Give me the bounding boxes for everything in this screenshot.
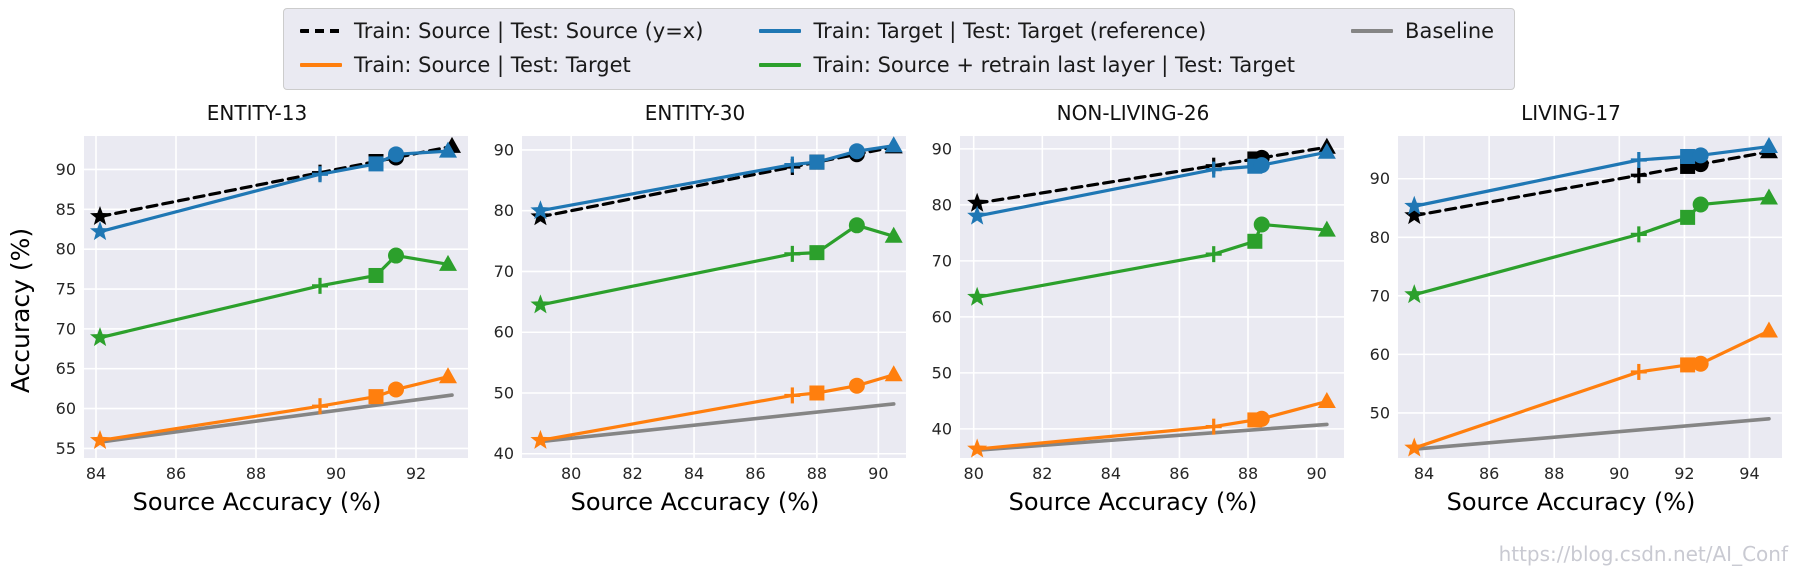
svg-text:80: 80 xyxy=(932,195,952,214)
x-axis-label: Source Accuracy (%) xyxy=(570,488,820,516)
svg-text:90: 90 xyxy=(1306,464,1326,483)
svg-text:40: 40 xyxy=(494,444,514,463)
legend-entry-target-target: Train: Target | Test: Target (reference) xyxy=(759,19,1295,43)
watermark: https://blog.csdn.net/AI_Conf xyxy=(1498,542,1788,566)
legend-label: Baseline xyxy=(1405,19,1495,43)
plot-area-living-17: 84 86 88 90 92 94 50 60 70 80 90 xyxy=(1352,128,1790,486)
svg-text:90: 90 xyxy=(932,139,952,158)
svg-text:86: 86 xyxy=(1479,464,1499,483)
x-axis-label: Source Accuracy (%) xyxy=(1446,488,1696,516)
charts-row: Accuracy (%) ENTITY-13 84 86 88 90 92 55 60 65 7… xyxy=(4,100,1790,520)
y-axis-label-column: Accuracy (%) xyxy=(4,100,38,520)
subplot-living-17: LIVING-17 84 86 88 90 92 94 50 60 70 80 90 Source … xyxy=(1352,100,1790,516)
subplot-title: ENTITY-13 xyxy=(206,101,308,125)
svg-text:92: 92 xyxy=(406,464,426,483)
svg-text:90: 90 xyxy=(1370,169,1390,188)
svg-text:70: 70 xyxy=(932,251,952,270)
legend-entry-source-source: Train: Source | Test: Source (y=x) xyxy=(300,19,703,43)
svg-text:80: 80 xyxy=(964,464,984,483)
svg-text:60: 60 xyxy=(1370,345,1390,364)
plot-area-entity-30: 80 82 84 86 88 90 40 50 60 70 80 90 xyxy=(476,128,914,486)
svg-text:88: 88 xyxy=(1544,464,1564,483)
legend-column-1: Train: Source | Test: Source (y=x) Train… xyxy=(300,19,703,77)
svg-text:40: 40 xyxy=(932,419,952,438)
svg-text:86: 86 xyxy=(745,464,765,483)
legend-label: Train: Source + retrain last layer | Tes… xyxy=(813,53,1296,77)
legend-entry-baseline: Baseline xyxy=(1351,19,1494,43)
svg-text:88: 88 xyxy=(807,464,827,483)
plot-area-non-living-26: 80 82 84 86 88 90 40 50 60 70 80 90 xyxy=(914,128,1352,486)
blue-line-icon xyxy=(759,29,802,33)
svg-text:86: 86 xyxy=(1169,464,1189,483)
svg-text:90: 90 xyxy=(868,464,888,483)
subplot-title: ENTITY-30 xyxy=(644,101,746,125)
svg-text:70: 70 xyxy=(494,262,514,281)
svg-text:50: 50 xyxy=(1370,403,1390,422)
svg-text:65: 65 xyxy=(56,359,76,378)
svg-text:70: 70 xyxy=(56,319,76,338)
svg-text:94: 94 xyxy=(1739,464,1759,483)
svg-text:75: 75 xyxy=(56,280,76,299)
svg-text:55: 55 xyxy=(56,439,76,458)
svg-text:80: 80 xyxy=(1370,228,1390,247)
subplot-entity-30: ENTITY-30 80 82 84 86 88 90 40 50 60 70 80 90 Sourc… xyxy=(476,100,914,516)
x-axis-label: Source Accuracy (%) xyxy=(132,488,382,516)
legend: Train: Source | Test: Source (y=x) Train… xyxy=(283,8,1516,90)
svg-text:90: 90 xyxy=(1609,464,1629,483)
svg-text:84: 84 xyxy=(684,464,704,483)
svg-text:82: 82 xyxy=(622,464,642,483)
dashed-line-icon xyxy=(300,29,342,33)
subplot-title: LIVING-17 xyxy=(1521,101,1621,125)
svg-text:70: 70 xyxy=(1370,286,1390,305)
svg-text:85: 85 xyxy=(56,200,76,219)
legend-label: Train: Source | Test: Target xyxy=(354,53,631,77)
subplot-title: NON-LIVING-26 xyxy=(1056,101,1210,125)
svg-text:84: 84 xyxy=(86,464,106,483)
svg-text:80: 80 xyxy=(494,201,514,220)
subplot-entity-13: ENTITY-13 84 86 88 90 92 55 60 65 70 75 80 85 90 Sou… xyxy=(38,100,476,516)
legend-column-3: Baseline xyxy=(1351,19,1494,77)
orange-line-icon xyxy=(300,63,342,67)
svg-text:50: 50 xyxy=(494,383,514,402)
svg-text:80: 80 xyxy=(561,464,581,483)
svg-text:86: 86 xyxy=(166,464,186,483)
legend-column-2: Train: Target | Test: Target (reference)… xyxy=(759,19,1295,77)
svg-text:92: 92 xyxy=(1674,464,1694,483)
svg-text:90: 90 xyxy=(56,160,76,179)
gray-line-icon xyxy=(1351,29,1394,33)
plot-area-entity-13: 84 86 88 90 92 55 60 65 70 75 80 85 90 xyxy=(38,128,476,486)
x-axis-label: Source Accuracy (%) xyxy=(1008,488,1258,516)
legend-label: Train: Source | Test: Source (y=x) xyxy=(354,19,704,43)
legend-label: Train: Target | Test: Target (reference) xyxy=(813,19,1207,43)
svg-text:90: 90 xyxy=(326,464,346,483)
y-axis-label: Accuracy (%) xyxy=(6,227,36,393)
svg-text:84: 84 xyxy=(1101,464,1121,483)
svg-text:88: 88 xyxy=(246,464,266,483)
svg-text:60: 60 xyxy=(932,307,952,326)
svg-text:60: 60 xyxy=(56,399,76,418)
svg-text:50: 50 xyxy=(932,363,952,382)
svg-text:84: 84 xyxy=(1414,464,1434,483)
svg-text:80: 80 xyxy=(56,240,76,259)
svg-text:88: 88 xyxy=(1238,464,1258,483)
legend-entry-retrain-target: Train: Source + retrain last layer | Tes… xyxy=(759,53,1295,77)
subplot-non-living-26: NON-LIVING-26 80 82 84 86 88 90 40 50 60 70 80 90 S… xyxy=(914,100,1352,516)
green-line-icon xyxy=(759,63,802,67)
legend-entry-source-target: Train: Source | Test: Target xyxy=(300,53,703,77)
svg-text:82: 82 xyxy=(1032,464,1052,483)
svg-text:90: 90 xyxy=(494,140,514,159)
svg-text:60: 60 xyxy=(494,323,514,342)
